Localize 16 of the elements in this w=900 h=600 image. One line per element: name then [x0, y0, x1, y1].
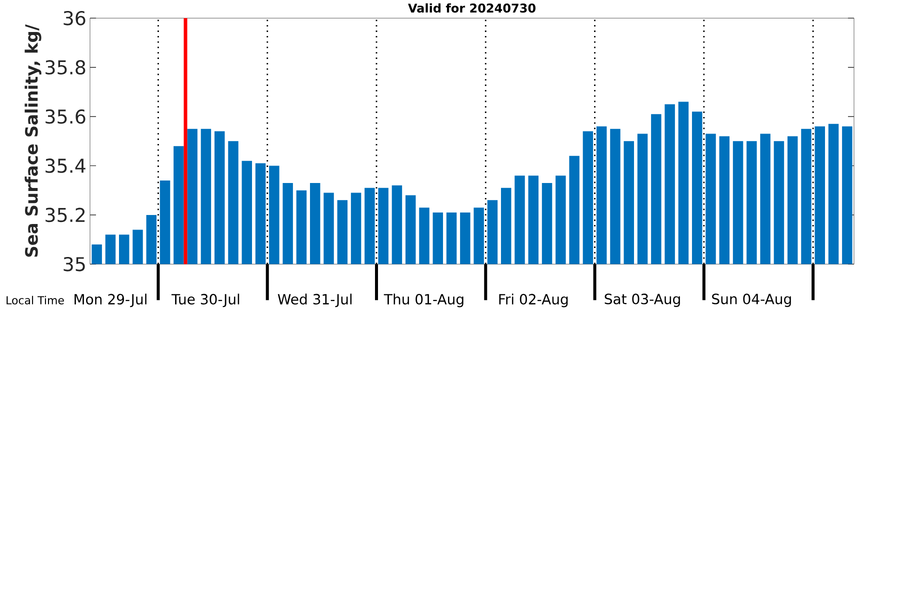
- y-tick-label: 35.4: [46, 158, 86, 173]
- y-tick-label: 35.8: [46, 60, 86, 74]
- y-tick-label: 35.6: [46, 109, 86, 124]
- x-tick-label: Fri 02-Aug: [499, 294, 568, 308]
- x-tick-label: Wed 31-Jul: [278, 294, 352, 308]
- x-tick-label: Thu 01-Aug: [384, 294, 464, 308]
- x-tick-label: Sat 03-Aug: [604, 294, 680, 307]
- x-tick-label: Tue 30-Jul: [171, 294, 240, 308]
- x-tick-label: Mon 29-Jul: [74, 294, 146, 308]
- chart-title: Valid for 20240730: [408, 3, 536, 13]
- y-tick-label: 35.2: [46, 208, 85, 222]
- x-tick-label: Sun 04-Aug: [712, 294, 791, 307]
- y-tick-label: 35: [64, 256, 85, 272]
- y-axis-title: Sea Surface Salinity, kg/: [24, 24, 42, 257]
- x-axis-title: Local Time: [6, 296, 64, 304]
- y-tick-label: 36: [64, 10, 86, 26]
